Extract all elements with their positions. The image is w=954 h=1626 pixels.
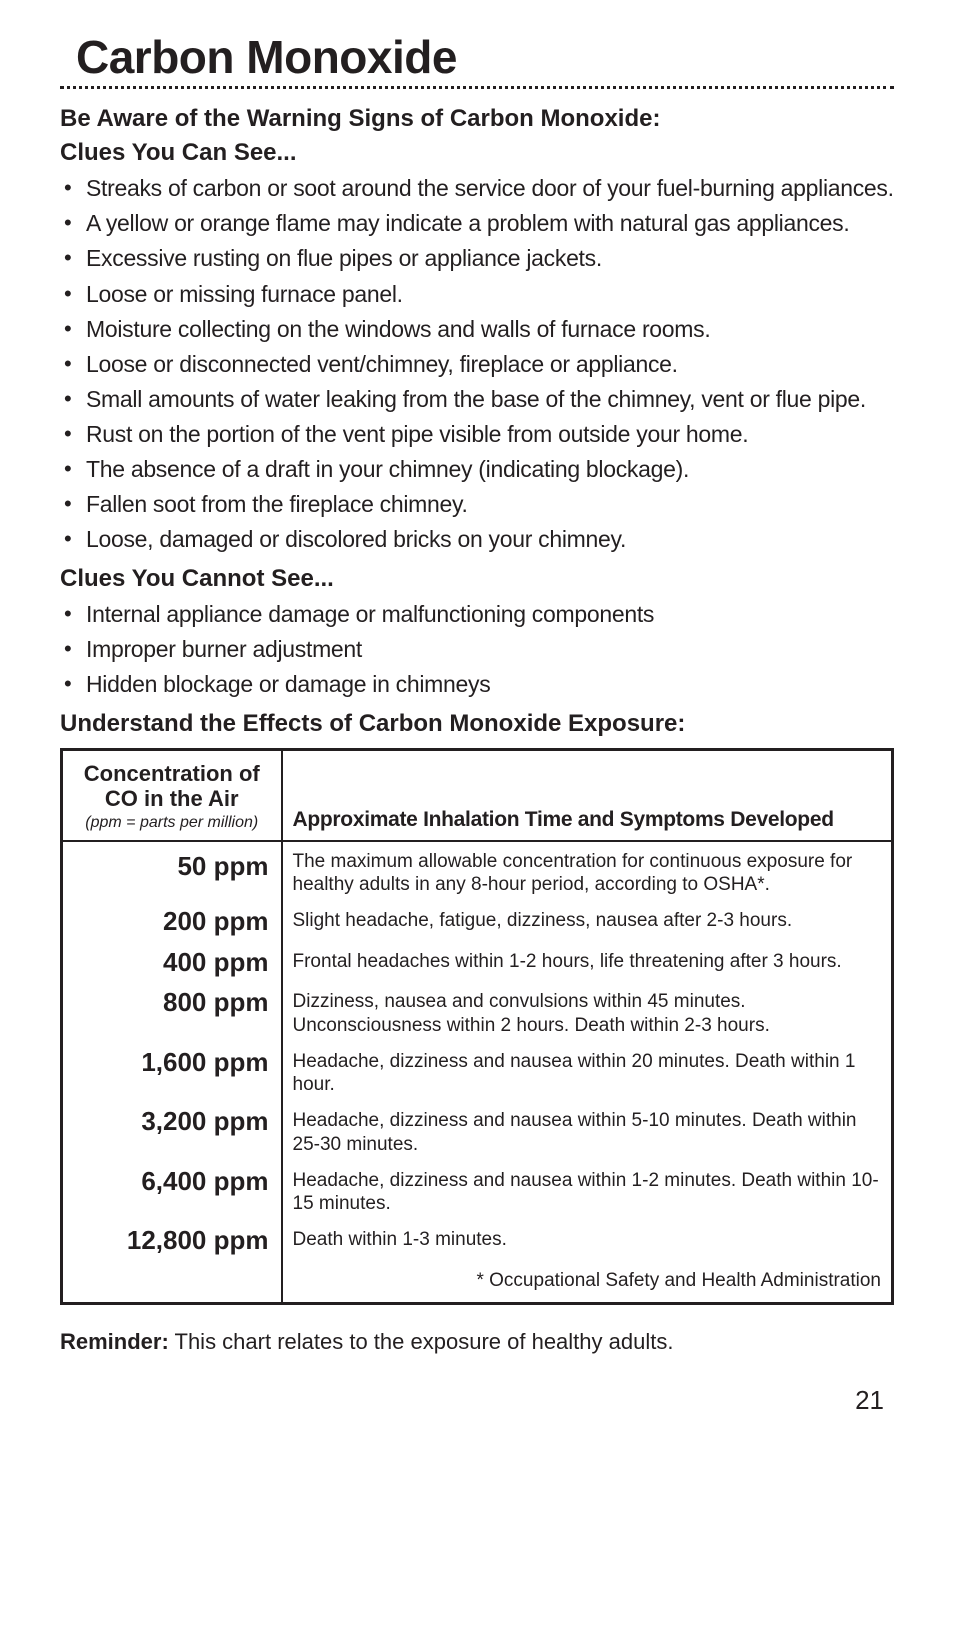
symptom-desc: Death within 1-3 minutes. — [282, 1220, 893, 1261]
list-item: Streaks of carbon or soot around the ser… — [60, 173, 894, 204]
header-conc-main: Concentration of CO in the Air — [84, 761, 260, 811]
ppm-value: 800 ppm — [62, 982, 282, 1042]
ppm-value: 200 ppm — [62, 901, 282, 942]
header-symptoms-text: Approximate Inhalation Time and Symptoms… — [293, 808, 834, 831]
symptom-desc: Headache, dizziness and nausea within 5-… — [282, 1101, 893, 1161]
list-item: Improper burner adjustment — [60, 634, 894, 665]
list-item: Fallen soot from the fireplace chimney. — [60, 489, 894, 520]
list-item: Hidden blockage or damage in chimneys — [60, 669, 894, 700]
symptom-desc: Headache, dizziness and nausea within 1-… — [282, 1161, 893, 1221]
clues-not-heading: Clues You Cannot See... — [60, 565, 894, 593]
list-item: Loose or disconnected vent/chimney, fire… — [60, 349, 894, 380]
list-item: A yellow or orange flame may indicate a … — [60, 208, 894, 239]
symptom-desc: Dizziness, nausea and convulsions within… — [282, 982, 893, 1042]
reminder-label: Reminder: — [60, 1329, 169, 1354]
dotted-divider — [60, 86, 894, 89]
table-row: 1,600 ppm Headache, dizziness and nausea… — [62, 1042, 893, 1102]
ppm-value: 3,200 ppm — [62, 1101, 282, 1161]
ppm-value: 12,800 ppm — [62, 1220, 282, 1261]
table-row: 50 ppm The maximum allowable concentrati… — [62, 841, 893, 902]
symptom-desc: Frontal headaches within 1-2 hours, life… — [282, 942, 893, 983]
header-conc-sub: (ppm = parts per million) — [73, 814, 271, 832]
reminder-line: Reminder: This chart relates to the expo… — [60, 1329, 894, 1355]
symptom-desc: Headache, dizziness and nausea within 20… — [282, 1042, 893, 1102]
table-footnote: * Occupational Safety and Health Adminis… — [282, 1261, 893, 1304]
list-item: Excessive rusting on flue pipes or appli… — [60, 243, 894, 274]
ppm-value: 400 ppm — [62, 942, 282, 983]
clues-see-heading: Clues You Can See... — [60, 139, 894, 167]
table-row: 400 ppm Frontal headaches within 1-2 hou… — [62, 942, 893, 983]
list-item: Small amounts of water leaking from the … — [60, 384, 894, 415]
table-row: 6,400 ppm Headache, dizziness and nausea… — [62, 1161, 893, 1221]
table-row: 200 ppm Slight headache, fatigue, dizzin… — [62, 901, 893, 942]
symptom-desc: Slight headache, fatigue, dizziness, nau… — [282, 901, 893, 942]
list-item: The absence of a draft in your chimney (… — [60, 454, 894, 485]
footnote-spacer — [62, 1261, 282, 1304]
list-item: Internal appliance damage or malfunction… — [60, 599, 894, 630]
list-item: Moisture collecting on the windows and w… — [60, 314, 894, 345]
clues-not-list: Internal appliance damage or malfunction… — [60, 599, 894, 700]
table-row: 800 ppm Dizziness, nausea and convulsion… — [62, 982, 893, 1042]
table-header-symptoms: Approximate Inhalation Time and Symptoms… — [282, 750, 893, 841]
list-item: Rust on the portion of the vent pipe vis… — [60, 419, 894, 450]
list-item: Loose, damaged or discolored bricks on y… — [60, 524, 894, 555]
effects-heading: Understand the Effects of Carbon Monoxid… — [60, 710, 894, 738]
table-row: 12,800 ppm Death within 1-3 minutes. — [62, 1220, 893, 1261]
page-number: 21 — [60, 1385, 894, 1416]
ppm-value: 6,400 ppm — [62, 1161, 282, 1221]
warning-subhead: Be Aware of the Warning Signs of Carbon … — [60, 103, 894, 135]
page-title: Carbon Monoxide — [60, 30, 894, 84]
reminder-text: This chart relates to the exposure of he… — [169, 1329, 674, 1354]
table-footnote-row: * Occupational Safety and Health Adminis… — [62, 1261, 893, 1304]
list-item: Loose or missing furnace panel. — [60, 279, 894, 310]
table-header-concentration: Concentration of CO in the Air (ppm = pa… — [62, 750, 282, 841]
co-exposure-table: Concentration of CO in the Air (ppm = pa… — [60, 748, 894, 1305]
symptom-desc: The maximum allowable concentration for … — [282, 841, 893, 902]
ppm-value: 1,600 ppm — [62, 1042, 282, 1102]
ppm-value: 50 ppm — [62, 841, 282, 902]
table-row: 3,200 ppm Headache, dizziness and nausea… — [62, 1101, 893, 1161]
clues-see-list: Streaks of carbon or soot around the ser… — [60, 173, 894, 555]
